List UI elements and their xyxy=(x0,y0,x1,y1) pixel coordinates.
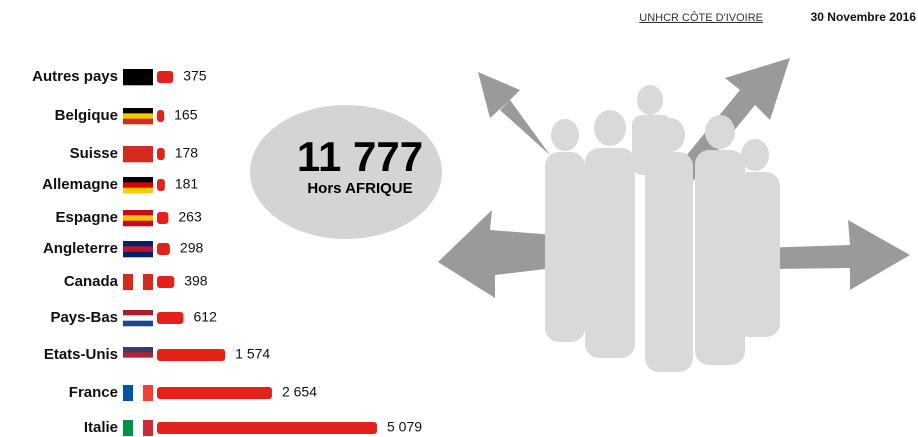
flag-part xyxy=(123,320,153,327)
flag-part xyxy=(123,177,153,183)
category-label: Etats-Unis xyxy=(44,346,118,363)
value-label: 612 xyxy=(194,309,218,325)
flag-part xyxy=(123,420,133,436)
bar xyxy=(157,71,174,83)
flag-part xyxy=(143,274,153,290)
flag-part xyxy=(123,220,153,227)
value-label: 263 xyxy=(178,209,202,225)
category-label: Italie xyxy=(84,419,118,436)
total: 11 777 xyxy=(297,133,423,180)
flag-part xyxy=(123,274,133,290)
value-label: 181 xyxy=(175,176,199,192)
flag-part xyxy=(143,385,153,401)
category-label: Pays-Bas xyxy=(50,309,118,326)
flag-part xyxy=(123,210,153,216)
value-label: 2 654 xyxy=(282,384,317,400)
value-label: 165 xyxy=(174,107,198,123)
flag-part xyxy=(123,315,153,321)
flag-part xyxy=(123,69,153,75)
source: UNHCR CÔTE D'IVOIRE xyxy=(639,11,763,24)
flag-part xyxy=(123,113,153,119)
flag-part xyxy=(123,357,153,364)
bar xyxy=(157,179,165,191)
value-label: 298 xyxy=(180,240,204,256)
bar xyxy=(157,349,226,361)
flag-part xyxy=(123,352,153,358)
flag-part xyxy=(123,310,153,316)
people xyxy=(545,85,780,372)
flag-part xyxy=(133,274,143,290)
category-label: Espagne xyxy=(55,209,118,226)
flag-part xyxy=(123,151,153,157)
flag-part xyxy=(123,241,153,247)
total-bubble xyxy=(250,105,442,239)
flag-part xyxy=(143,420,153,436)
value-label: 178 xyxy=(175,145,199,161)
category-label: France xyxy=(69,384,118,401)
total-caption: Hors AFRIQUE xyxy=(307,180,412,197)
flag-part xyxy=(123,385,133,401)
date: 30 Novembre 2016 xyxy=(811,10,917,24)
bar xyxy=(157,312,184,324)
value-label: 375 xyxy=(183,68,207,84)
flag-part xyxy=(133,385,143,401)
flag-part xyxy=(123,182,153,188)
flag-part xyxy=(123,347,153,353)
flag-part xyxy=(123,246,153,252)
flag-part xyxy=(133,420,143,436)
bar xyxy=(157,243,170,255)
category-label: Angleterre xyxy=(43,240,118,257)
category-label: Suisse xyxy=(70,145,118,162)
bar xyxy=(157,387,272,399)
category-label: Belgique xyxy=(55,107,118,124)
flag-part xyxy=(123,74,153,80)
flag-part xyxy=(123,79,153,86)
category-label: Allemagne xyxy=(42,176,118,193)
bar xyxy=(157,212,169,224)
flag-part xyxy=(123,108,153,114)
flag-part xyxy=(123,156,153,163)
value-label: 5 079 xyxy=(387,419,422,435)
category-label: Canada xyxy=(64,273,119,290)
flag-part xyxy=(123,118,153,125)
bar xyxy=(157,276,175,288)
value-label: 398 xyxy=(184,273,208,289)
value-label: 1 574 xyxy=(235,346,270,362)
bar xyxy=(157,148,165,160)
bar xyxy=(157,422,377,434)
flag-part xyxy=(123,146,153,152)
flag-part xyxy=(123,215,153,221)
flag-part xyxy=(123,187,153,194)
bar xyxy=(157,110,165,122)
category-label: Autres pays xyxy=(32,68,118,85)
flag-part xyxy=(123,251,153,258)
